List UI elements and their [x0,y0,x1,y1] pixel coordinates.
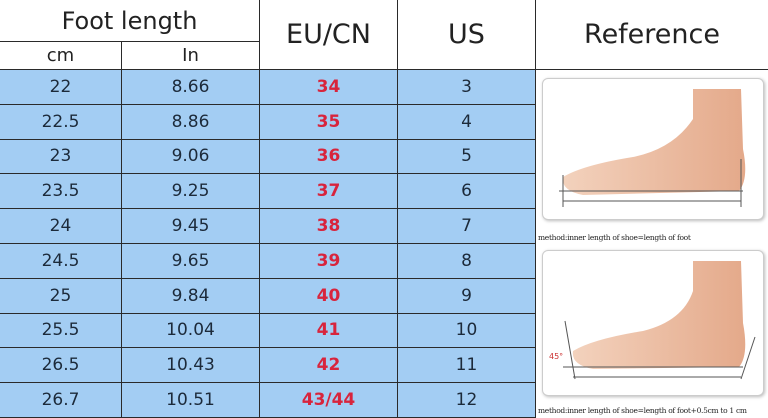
eu-cn-header: EU/CN [260,0,398,70]
us-header: US [398,0,536,70]
foot-length-header: Foot length [0,0,260,42]
table-cell-in: 9.06 [122,139,260,175]
foot-diagram-1 [542,78,764,220]
table-cell-eu: 41 [260,313,398,349]
foot-illustration-icon [559,89,746,207]
foot-illustration-icon: 45° [549,261,756,380]
table-cell-us: 4 [398,104,536,140]
table-cell-cm: 25 [0,278,122,314]
table-cell-cm: 25.5 [0,313,122,349]
table-cell-in: 8.66 [122,70,260,105]
table-cell-us: 7 [398,209,536,244]
table-cell-cm: 24.5 [0,244,122,279]
table-cell-eu: 34 [260,70,398,105]
table-cell-eu: 38 [260,209,398,244]
reference-header: Reference [536,0,768,70]
table-cell-cm: 26.5 [0,348,122,384]
table-cell-us: 8 [398,244,536,279]
table-cell-in: 10.04 [122,313,260,349]
table-cell-eu: 42 [260,348,398,384]
foot-diagram-2: 45° [542,250,764,396]
angle-label: 45° [549,352,563,361]
table-cell-cm: 22 [0,70,122,105]
table-cell-eu: 39 [260,244,398,279]
in-header: In [122,42,260,70]
caption-method-2: method:inner length of shoe=length of fo… [538,406,747,415]
table-cell-in: 9.65 [122,244,260,279]
table-cell-cm: 23 [0,139,122,175]
cm-header: cm [0,42,122,70]
table-cell-in: 10.43 [122,348,260,384]
table-cell-eu: 36 [260,139,398,175]
table-cell-eu: 37 [260,174,398,210]
table-cell-cm: 23.5 [0,174,122,210]
table-cell-us: 5 [398,139,536,175]
table-cell-cm: 22.5 [0,104,122,140]
table-cell-in: 9.25 [122,174,260,210]
table-cell-in: 8.86 [122,104,260,140]
table-cell-us: 9 [398,278,536,314]
table-cell-us: 11 [398,348,536,384]
table-cell-eu: 43/44 [260,383,398,418]
table-cell-eu: 40 [260,278,398,314]
table-cell-us: 12 [398,383,536,418]
reference-panel: method:inner length of shoe=length of fo… [536,70,768,418]
table-cell-cm: 24 [0,209,122,244]
table-cell-eu: 35 [260,104,398,140]
table-cell-in: 9.45 [122,209,260,244]
table-cell-in: 10.51 [122,383,260,418]
table-cell-us: 10 [398,313,536,349]
table-cell-us: 3 [398,70,536,105]
caption-method-1: method:inner length of shoe=length of fo… [538,233,691,242]
table-cell-cm: 26.7 [0,383,122,418]
table-cell-in: 9.84 [122,278,260,314]
table-cell-us: 6 [398,174,536,210]
